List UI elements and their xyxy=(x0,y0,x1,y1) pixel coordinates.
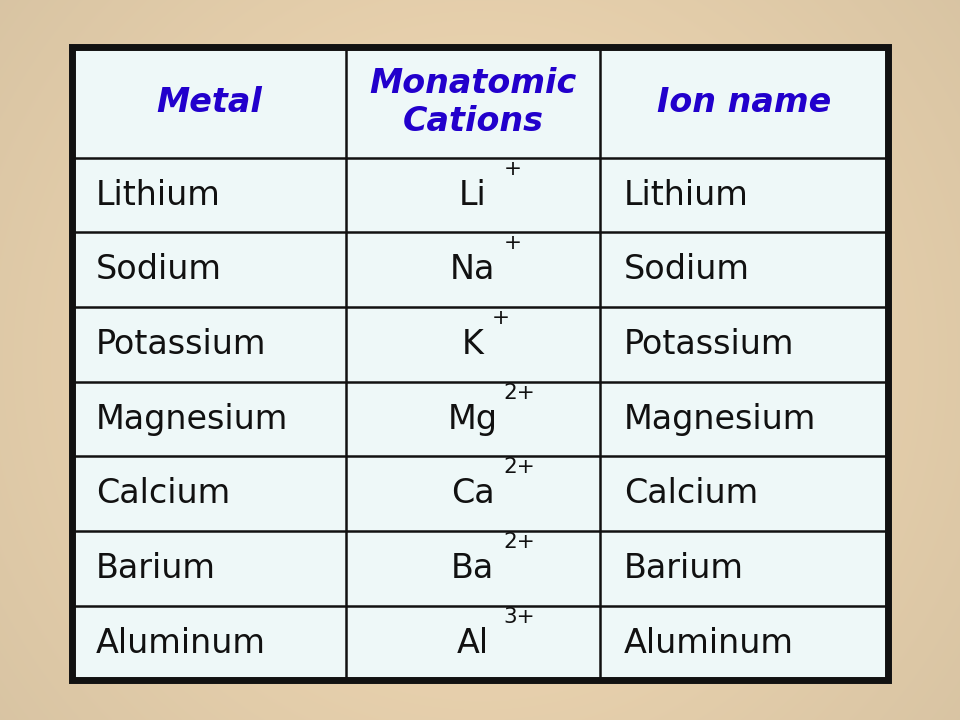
Text: Monatomic
Cations: Monatomic Cations xyxy=(370,67,576,138)
Text: +: + xyxy=(503,158,521,179)
Text: Potassium: Potassium xyxy=(624,328,795,361)
Text: Potassium: Potassium xyxy=(96,328,267,361)
Text: +: + xyxy=(503,233,521,253)
Text: Ba: Ba xyxy=(451,552,494,585)
Text: Lithium: Lithium xyxy=(624,179,749,212)
Text: Metal: Metal xyxy=(156,86,262,119)
Text: Aluminum: Aluminum xyxy=(96,626,266,660)
Bar xyxy=(72,47,888,680)
Text: Magnesium: Magnesium xyxy=(96,402,288,436)
Text: Lithium: Lithium xyxy=(96,179,221,212)
Text: Na: Na xyxy=(450,253,495,286)
Text: Al: Al xyxy=(457,626,489,660)
Text: Mg: Mg xyxy=(447,402,498,436)
Bar xyxy=(72,47,888,680)
Text: 2+: 2+ xyxy=(503,457,536,477)
Text: Magnesium: Magnesium xyxy=(624,402,816,436)
Text: Li: Li xyxy=(459,179,487,212)
Text: Sodium: Sodium xyxy=(624,253,750,286)
Text: Ion name: Ion name xyxy=(657,86,831,119)
Text: Barium: Barium xyxy=(624,552,744,585)
Text: 2+: 2+ xyxy=(503,382,536,402)
Text: Sodium: Sodium xyxy=(96,253,222,286)
Text: 2+: 2+ xyxy=(503,532,536,552)
Text: Calcium: Calcium xyxy=(624,477,758,510)
Text: Barium: Barium xyxy=(96,552,216,585)
Text: Ca: Ca xyxy=(451,477,494,510)
Text: 3+: 3+ xyxy=(503,607,535,626)
Text: K: K xyxy=(462,328,484,361)
Bar xyxy=(72,47,888,680)
Text: Aluminum: Aluminum xyxy=(624,626,794,660)
Text: +: + xyxy=(492,308,510,328)
Text: Calcium: Calcium xyxy=(96,477,230,510)
